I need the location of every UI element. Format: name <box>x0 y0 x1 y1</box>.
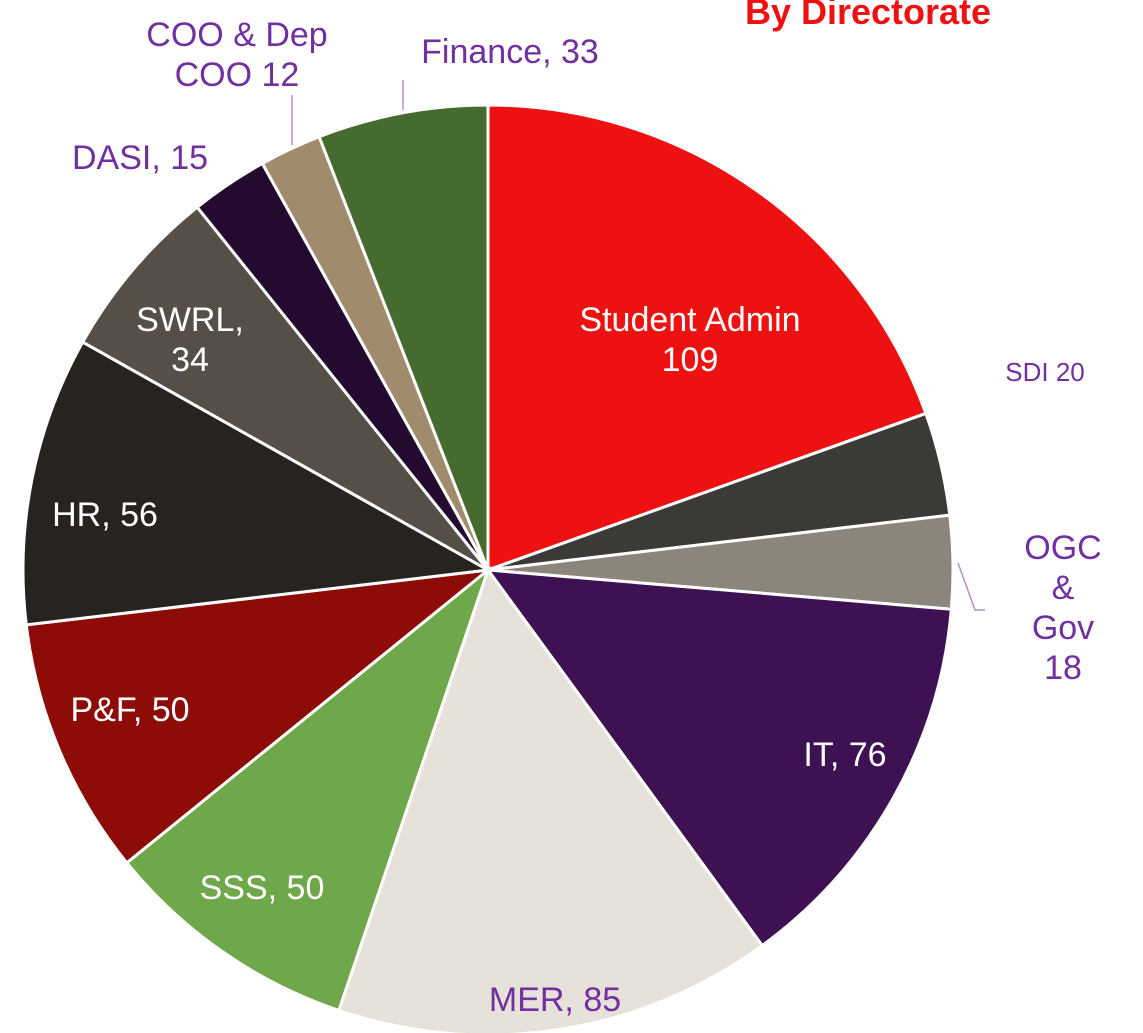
pie-slice <box>317 103 490 571</box>
pie-slice <box>24 567 493 865</box>
data-label: SWRL, 34 <box>136 301 244 379</box>
data-label: SSS, 50 <box>199 869 325 907</box>
data-label: COO & Dep COO 12 <box>146 16 328 94</box>
data-label: HR, 56 <box>52 496 158 534</box>
data-label: SDI 20 <box>1005 357 1085 387</box>
data-label: DASI, 15 <box>71 139 209 177</box>
leader-line <box>957 562 985 611</box>
pie-slice <box>21 340 493 627</box>
chart-title: By Directorate <box>744 0 992 32</box>
data-label: OGC & Gov 18 <box>1024 529 1102 687</box>
data-label: IT, 76 <box>803 736 887 774</box>
data-label: MER, 85 <box>488 981 622 1019</box>
data-label: P&F, 50 <box>70 691 190 729</box>
pie-slice <box>484 568 953 948</box>
pie-slice <box>336 566 765 1033</box>
pie-slice <box>124 565 492 1013</box>
pie-slice <box>486 103 928 573</box>
data-label: Finance, 33 <box>421 33 599 71</box>
data-label: Student Admin 109 <box>579 301 801 379</box>
pie-slice <box>80 205 490 572</box>
